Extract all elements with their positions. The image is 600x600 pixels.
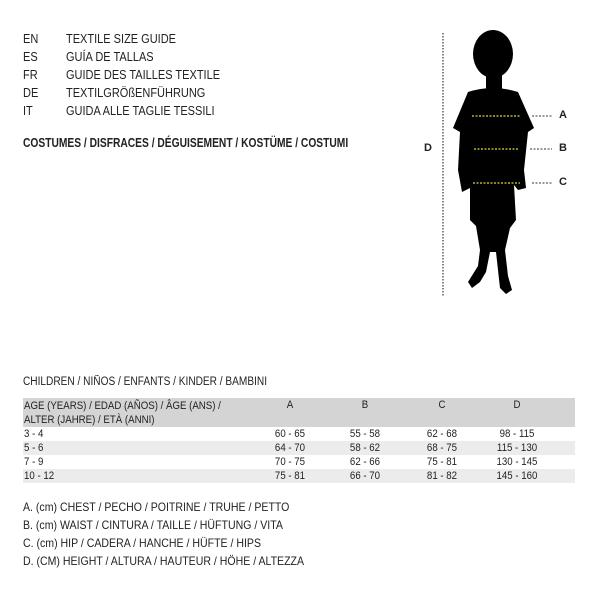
label-c: C [559, 176, 567, 188]
table-row: 7 - 9 70 - 75 62 - 66 75 - 81 130 - 145 [24, 456, 538, 468]
lang-code: ES [23, 50, 38, 64]
header-d: D [513, 399, 521, 411]
guide-title: TEXTILE SIZE GUIDE [66, 32, 177, 46]
label-a: A [559, 109, 567, 121]
table-row: 3 - 4 60 - 65 55 - 58 62 - 68 98 - 115 [24, 428, 535, 440]
table-caption: CHILDREN / NIÑOS / ENFANTS / KINDER / BA… [23, 376, 268, 388]
header-c: C [438, 399, 446, 411]
table-row: 10 - 12 75 - 81 66 - 70 81 - 82 145 - 160 [23, 469, 575, 483]
header-a: A [286, 399, 294, 411]
age-header: AGE (YEARS) / EDAD (AÑOS) / ÂGE (ANS) / A… [24, 400, 221, 426]
legend-item: B. (cm) WAIST / CINTURA / TAILLE / HÜFTU… [23, 518, 283, 532]
child-silhouette-figure [442, 30, 552, 297]
guide-title: TEXTILGRÖßENFÜHRUNG [66, 86, 206, 100]
label-d: D [424, 142, 432, 154]
label-b: B [559, 142, 567, 154]
guide-title: GUIDE DES TAILLES TEXTILE [66, 68, 221, 82]
table-header-row: AGE (YEARS) / EDAD (AÑOS) / ÂGE (ANS) / A… [23, 398, 575, 427]
legend-item: D. (CM) HEIGHT / ALTURA / HAUTEUR / HÖHE… [23, 554, 305, 568]
guide-title: GUIDA ALLE TAGLIE TESSILI [66, 104, 215, 118]
legend-item: C. (cm) HIP / CADERA / HANCHE / HÜFTE / … [23, 536, 262, 550]
child-silhouette [453, 30, 534, 294]
size-table: AGE (YEARS) / EDAD (AÑOS) / ÂGE (ANS) / A… [23, 398, 575, 483]
lang-code: FR [23, 68, 38, 82]
table-row: 5 - 6 64 - 70 58 - 62 68 - 75 115 - 130 [23, 441, 575, 455]
category-heading: COSTUMES / DISFRACES / DÉGUISEMENT / KOS… [23, 136, 349, 150]
legend-item: A. (cm) CHEST / PECHO / POITRINE / TRUHE… [23, 500, 290, 514]
lang-code: EN [23, 32, 39, 46]
guide-title: GUÍA DE TALLAS [66, 50, 154, 64]
lang-code: IT [23, 104, 33, 118]
header-b: B [361, 399, 369, 411]
lang-code: DE [23, 86, 39, 100]
